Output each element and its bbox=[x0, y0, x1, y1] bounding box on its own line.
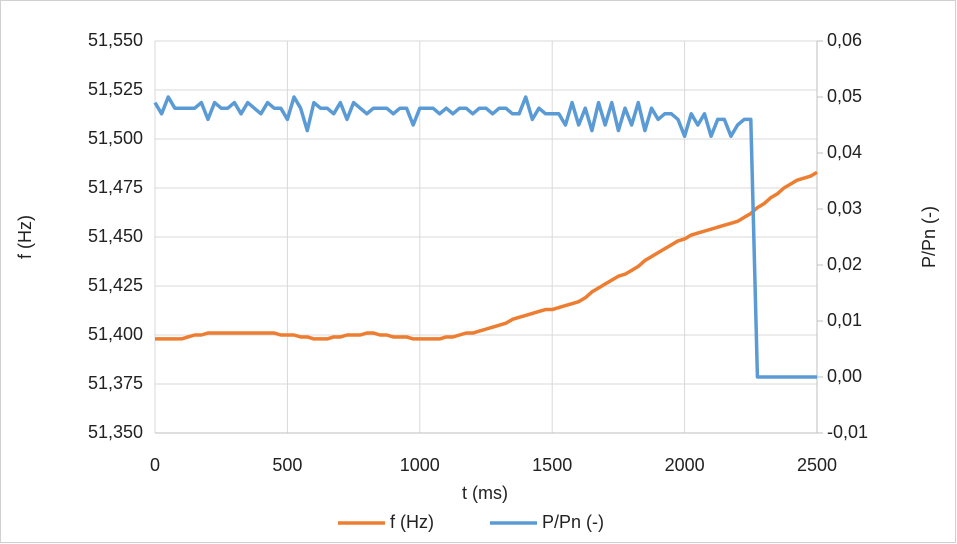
y-tick-label: 51,525 bbox=[88, 79, 143, 99]
y-tick-label: 51,475 bbox=[88, 177, 143, 197]
legend-label: P/Pn (-) bbox=[542, 512, 604, 532]
x-axis-title: t (ms) bbox=[462, 483, 508, 503]
y-tick-label: 51,500 bbox=[88, 128, 143, 148]
y-tick-label: 51,550 bbox=[88, 30, 143, 50]
y-tick-label: 51,400 bbox=[88, 324, 143, 344]
y2-tick-label: 0,02 bbox=[827, 254, 862, 274]
y2-tick-label: 0,05 bbox=[827, 86, 862, 106]
y2-tick-label: 0,03 bbox=[827, 198, 862, 218]
y-tick-label: 51,450 bbox=[88, 226, 143, 246]
x-tick-label: 1000 bbox=[400, 455, 440, 475]
y-tick-label: 51,375 bbox=[88, 373, 143, 393]
y2-tick-label: 0,04 bbox=[827, 142, 862, 162]
y2-axis-title: P/Pn (-) bbox=[919, 206, 939, 268]
x-tick-label: 0 bbox=[150, 455, 160, 475]
y-axis-title: f (Hz) bbox=[15, 215, 35, 259]
series-line bbox=[155, 170, 818, 341]
y2-tick-label: 0,01 bbox=[827, 310, 862, 330]
y-tick-label: 51,350 bbox=[88, 422, 143, 442]
y2-tick-label: 0,06 bbox=[827, 30, 862, 50]
y2-tick-label: -0,01 bbox=[827, 422, 868, 442]
x-tick-label: 2000 bbox=[665, 455, 705, 475]
series-line bbox=[153, 95, 817, 379]
legend-label: f (Hz) bbox=[390, 512, 434, 532]
x-tick-label: 2500 bbox=[797, 455, 837, 475]
y2-tick-label: 0,00 bbox=[827, 366, 862, 386]
x-tick-label: 500 bbox=[272, 455, 302, 475]
y-tick-label: 51,425 bbox=[88, 275, 143, 295]
x-tick-label: 1500 bbox=[532, 455, 572, 475]
